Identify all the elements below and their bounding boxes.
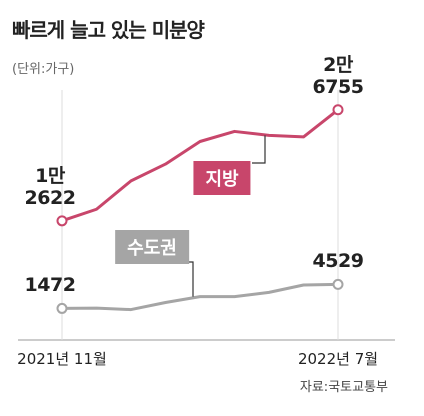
data-label: 1만 2622 (24, 164, 76, 209)
data-label: 4529 (312, 250, 364, 273)
callout-pointer (182, 261, 194, 297)
x-tick-label: 2021년 11월 (17, 350, 107, 368)
x-tick-label: 2022년 7월 (297, 350, 379, 368)
series-line (61, 282, 339, 312)
series-line (61, 108, 339, 223)
legend-label: 지방 (193, 161, 251, 195)
point-marker (56, 302, 68, 314)
callout-pointer (252, 135, 266, 164)
legend-label: 수도권 (115, 230, 189, 264)
point-marker (332, 104, 344, 116)
point-marker (56, 215, 68, 227)
data-label: 1472 (24, 274, 76, 297)
unit-note: (단위:가구) (12, 62, 75, 77)
data-label: 2만 6755 (312, 53, 364, 98)
point-marker (332, 278, 344, 290)
source-note: 자료:국토교통부 (299, 380, 388, 395)
chart-title: 빠르게 늘고 있는 미분양 (12, 18, 205, 42)
